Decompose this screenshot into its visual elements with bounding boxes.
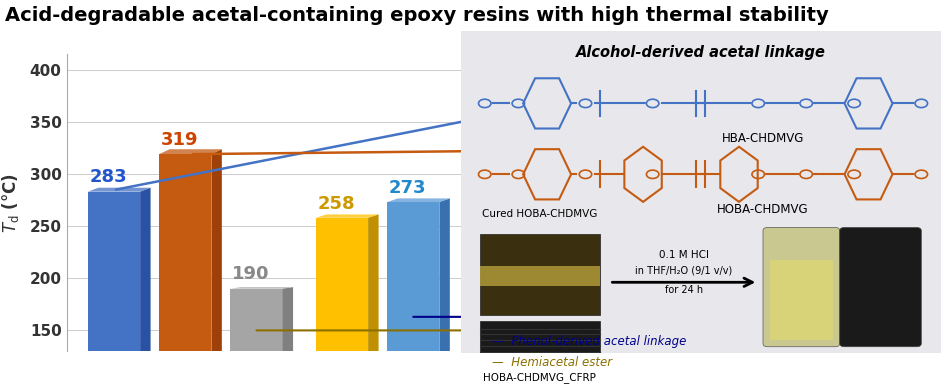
Circle shape [479,170,491,178]
Circle shape [752,170,765,178]
Text: HOBA-CHDMVG_CFRP: HOBA-CHDMVG_CFRP [484,372,597,383]
Text: 319: 319 [161,131,199,149]
Circle shape [580,170,592,178]
Polygon shape [160,149,221,154]
Polygon shape [388,198,450,202]
FancyBboxPatch shape [763,227,840,347]
Polygon shape [523,78,571,129]
Text: —  Phenol-derived acetal linkage: — Phenol-derived acetal linkage [492,335,687,348]
FancyBboxPatch shape [840,227,921,347]
Polygon shape [211,149,221,351]
Bar [770,260,832,340]
Bar [388,202,440,351]
Bar [480,266,599,286]
Circle shape [646,170,659,178]
Bar [87,192,141,351]
Polygon shape [230,287,293,289]
Text: $\mathit{T}_\mathrm{d}$ (°C): $\mathit{T}_\mathrm{d}$ (°C) [0,173,21,233]
Bar [315,218,369,351]
Polygon shape [141,188,150,351]
Text: —  Hemiacetal ester: — Hemiacetal ester [492,356,612,369]
Polygon shape [87,188,150,192]
Circle shape [800,99,812,108]
Text: Acid-degradable acetal-containing epoxy resins with high thermal stability: Acid-degradable acetal-containing epoxy … [5,6,828,25]
Text: Alcohol-derived acetal linkage: Alcohol-derived acetal linkage [576,46,826,60]
Text: 190: 190 [232,266,270,283]
Polygon shape [439,198,450,351]
Circle shape [800,170,812,178]
Bar [230,289,283,351]
Text: HBA-CHDMVG: HBA-CHDMVG [722,132,805,146]
Text: 258: 258 [317,195,355,213]
Circle shape [646,99,659,108]
Polygon shape [315,215,378,218]
Polygon shape [523,149,571,200]
Circle shape [512,170,524,178]
FancyBboxPatch shape [480,321,599,369]
Text: 0.1 M HCl: 0.1 M HCl [659,250,709,260]
FancyBboxPatch shape [480,234,599,315]
Circle shape [848,170,861,178]
Circle shape [915,170,927,178]
Circle shape [915,99,927,108]
Bar [160,154,212,351]
Polygon shape [283,287,293,351]
Polygon shape [369,215,378,351]
Text: HOBA-CHDMVG: HOBA-CHDMVG [717,203,808,216]
Circle shape [848,99,861,108]
Text: in THF/H₂O (9/1 v/v): in THF/H₂O (9/1 v/v) [636,266,732,276]
Text: 283: 283 [89,168,127,186]
Circle shape [752,99,765,108]
Polygon shape [845,78,893,129]
Circle shape [580,99,592,108]
Polygon shape [845,149,893,200]
Polygon shape [624,147,662,202]
Circle shape [479,99,491,108]
Polygon shape [720,147,758,202]
Text: for 24 h: for 24 h [665,285,703,295]
Text: 273: 273 [389,179,427,197]
Text: Cured HOBA-CHDMVG: Cured HOBA-CHDMVG [483,210,598,219]
FancyBboxPatch shape [451,28,945,360]
Circle shape [512,99,524,108]
